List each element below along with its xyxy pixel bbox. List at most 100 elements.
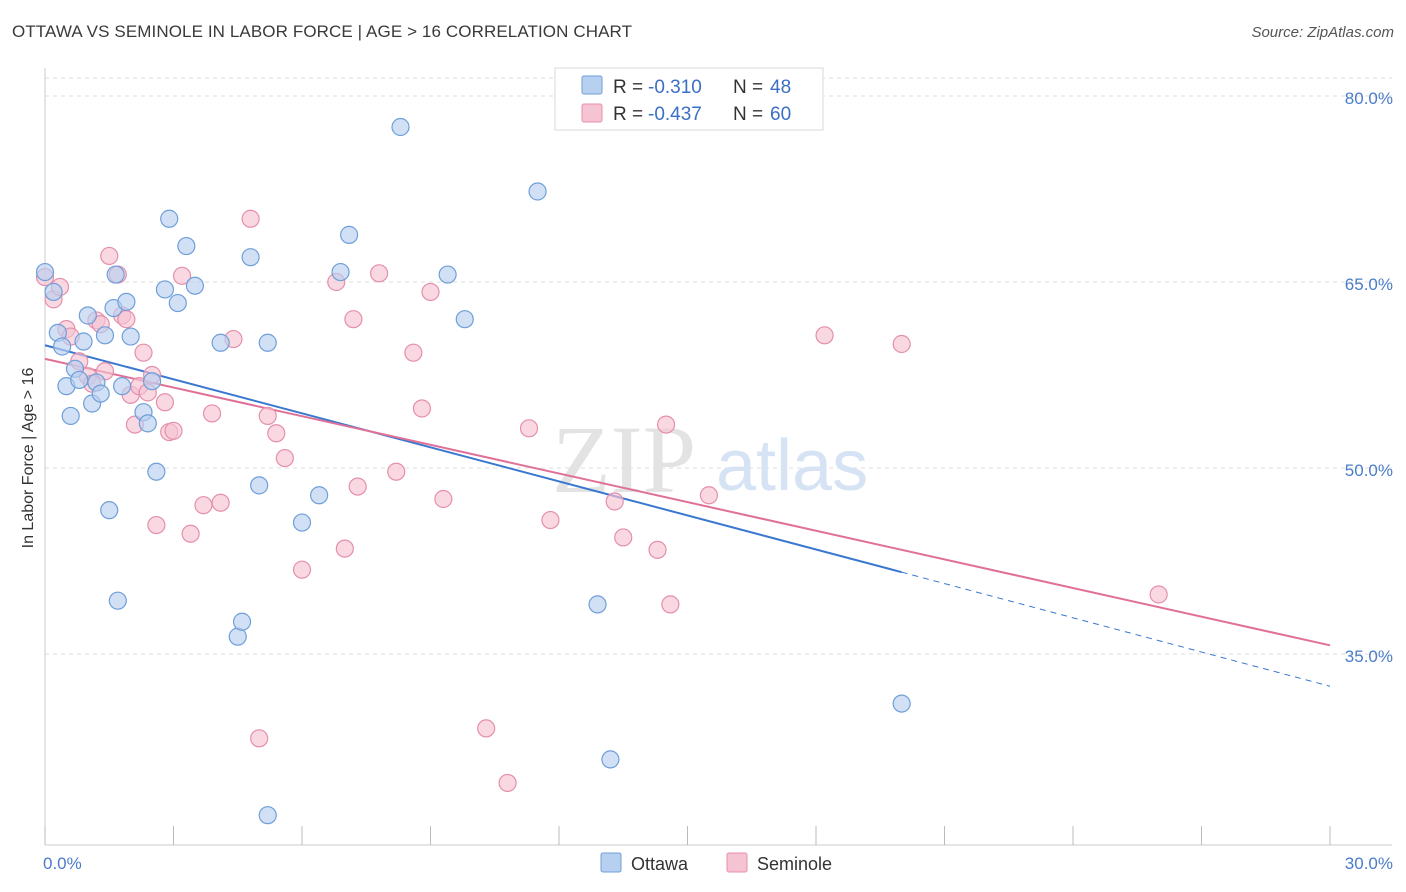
seminole-point xyxy=(421,282,440,302)
seminole-point xyxy=(892,334,911,354)
ottawa-point xyxy=(155,280,175,299)
seminole-bottom-swatch xyxy=(726,852,748,873)
seminole-point xyxy=(241,209,260,228)
seminole-point xyxy=(614,528,633,547)
gridlines xyxy=(45,77,1392,655)
seminole-point xyxy=(275,448,294,468)
ottawa-point xyxy=(892,694,911,713)
ottawa-trend-extension xyxy=(901,571,1331,687)
seminole-point xyxy=(267,424,286,443)
seminole-point xyxy=(164,421,183,440)
seminole-point xyxy=(344,310,363,329)
ottawa-point xyxy=(78,306,97,325)
seminole-point xyxy=(387,462,406,481)
ottawa-point xyxy=(258,333,277,352)
ottawa-point xyxy=(121,327,140,346)
ottawa-point xyxy=(391,117,410,137)
ottawa-point xyxy=(438,265,457,284)
seminole-point xyxy=(434,489,453,509)
ottawa-point xyxy=(147,462,166,481)
seminole-r-value: -0.437 xyxy=(648,104,702,125)
y-tick-label: 50.0% xyxy=(1345,461,1393,480)
y-tick-label: 80.0% xyxy=(1345,89,1393,108)
ottawa-point xyxy=(232,612,252,631)
ottawa-n-value: 48 xyxy=(770,77,791,98)
ottawa-point xyxy=(117,292,136,311)
seminole-point xyxy=(661,595,680,614)
ottawa-point xyxy=(340,225,359,244)
ottawa-point xyxy=(70,370,89,390)
ottawa-point xyxy=(310,486,329,505)
seminole-point xyxy=(134,343,153,362)
series-legend: Ottawa Seminole xyxy=(600,852,832,874)
ottawa-legend-label: Ottawa xyxy=(631,854,689,874)
seminole-point xyxy=(194,496,213,515)
ottawa-n-label: N = xyxy=(733,77,763,98)
seminole-r-label: R = xyxy=(613,104,643,125)
seminole-point xyxy=(1149,585,1168,604)
x-tick-label: 30.0% xyxy=(1345,854,1393,873)
trend-lines xyxy=(44,344,1331,687)
ottawa-point xyxy=(35,262,55,282)
ottawa-point xyxy=(91,384,110,403)
y-tick-label: 35.0% xyxy=(1345,647,1393,666)
ottawa-point xyxy=(331,262,350,282)
y-axis-label: In Labor Force | Age > 16 xyxy=(20,368,37,549)
seminole-point xyxy=(202,404,222,423)
ottawa-point xyxy=(61,406,80,426)
x-tick-label: 0.0% xyxy=(43,854,82,873)
chart-title: OTTAWA VS SEMINOLE IN LABOR FORCE | AGE … xyxy=(12,22,633,41)
ottawa-legend-swatch xyxy=(581,75,603,95)
ottawa-point xyxy=(100,501,119,520)
seminole-legend-label: Seminole xyxy=(757,854,832,874)
x-tick-labels: 0.0% 30.0% xyxy=(43,854,1393,873)
ottawa-point xyxy=(138,414,157,433)
seminole-n-value: 60 xyxy=(770,104,791,125)
ottawa-point xyxy=(211,333,230,352)
seminole-point xyxy=(477,719,496,738)
y-tick-label: 65.0% xyxy=(1345,275,1393,294)
ottawa-point xyxy=(106,265,125,284)
ottawa-point xyxy=(185,276,205,295)
ottawa-point xyxy=(168,293,187,313)
seminole-point xyxy=(155,393,175,412)
source-credit: Source: ZipAtlas.com xyxy=(1251,24,1394,41)
seminole-point xyxy=(211,493,230,512)
seminole-point xyxy=(656,415,676,434)
ottawa-point xyxy=(588,595,607,614)
seminole-trend-line xyxy=(44,357,1331,647)
ottawa-point xyxy=(53,337,72,356)
ottawa-point xyxy=(177,236,196,256)
seminole-point xyxy=(258,406,277,426)
seminole-point xyxy=(250,729,269,748)
ottawa-point xyxy=(112,377,132,396)
ottawa-point xyxy=(601,750,620,769)
ottawa-point xyxy=(108,591,127,610)
ottawa-point xyxy=(241,248,260,267)
seminole-point xyxy=(335,539,354,558)
seminole-point xyxy=(348,477,367,496)
seminole-point xyxy=(181,524,200,543)
correlation-legend: R = -0.310 N = 48 R = -0.437 N = 60 xyxy=(554,67,824,131)
ottawa-trend-line xyxy=(44,344,902,574)
watermark-atlas: atlas xyxy=(716,426,868,506)
seminole-point xyxy=(172,266,192,285)
watermark: ZIP atlas xyxy=(552,406,868,513)
ottawa-point xyxy=(95,326,115,345)
seminole-point xyxy=(412,399,432,418)
seminole-legend-swatch xyxy=(581,103,603,123)
seminole-point xyxy=(404,343,423,362)
seminole-point xyxy=(815,326,834,345)
ottawa-r-value: -0.310 xyxy=(648,77,702,98)
seminole-point xyxy=(498,773,517,793)
ottawa-point xyxy=(455,310,474,329)
ottawa-point xyxy=(250,476,269,495)
ottawa-r-label: R = xyxy=(613,77,643,98)
seminole-point xyxy=(605,492,624,511)
seminole-point xyxy=(519,419,539,438)
y-tick-labels: 35.0% 50.0% 65.0% 80.0% xyxy=(1345,89,1393,666)
seminole-point xyxy=(292,560,312,579)
ottawa-point xyxy=(292,513,312,532)
seminole-point xyxy=(541,510,560,530)
